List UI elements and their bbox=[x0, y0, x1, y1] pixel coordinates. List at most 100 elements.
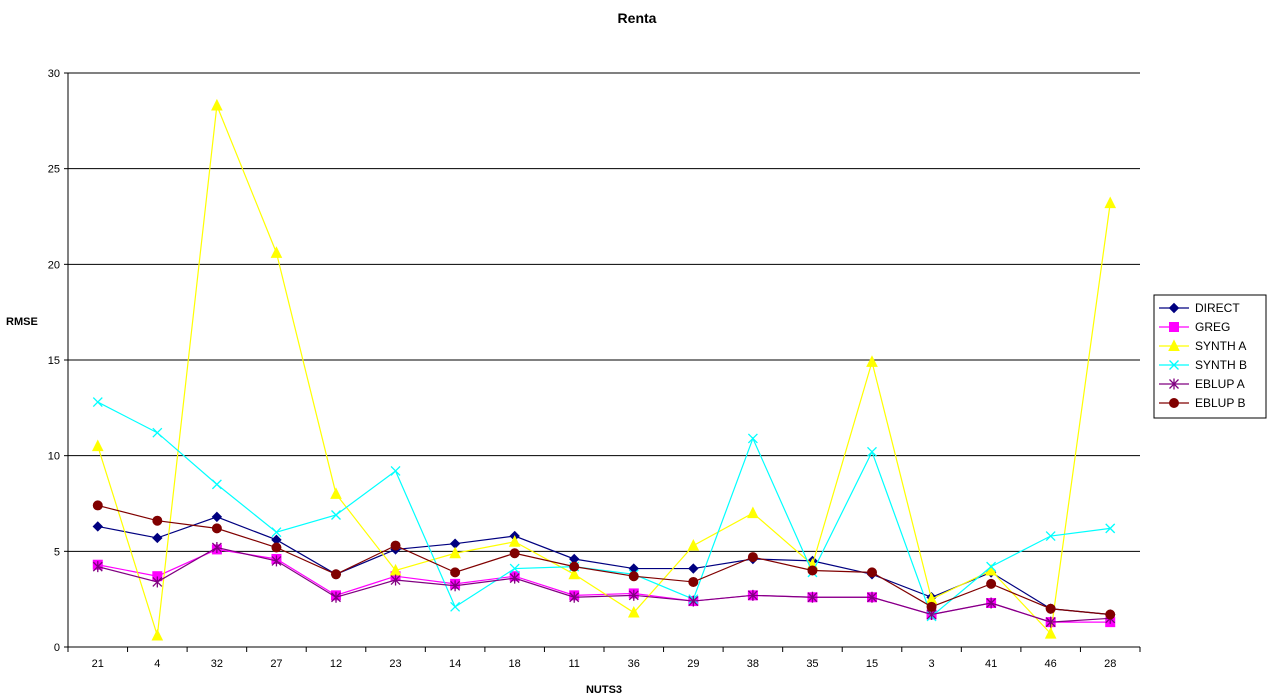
x-tick-label: 35 bbox=[806, 658, 818, 670]
data-point bbox=[450, 580, 461, 592]
data-point bbox=[747, 589, 758, 601]
legend-item: SYNTH B bbox=[1159, 358, 1247, 372]
x-tick-label: 3 bbox=[928, 658, 934, 670]
data-point bbox=[688, 595, 699, 607]
marker-stroke bbox=[1105, 523, 1116, 534]
x-tick-label: 32 bbox=[211, 658, 223, 670]
data-point bbox=[867, 591, 877, 603]
legend-marker bbox=[1168, 339, 1180, 351]
legend-item: EBLUP A bbox=[1159, 377, 1245, 391]
data-point bbox=[331, 569, 341, 580]
chart-title: Renta bbox=[618, 10, 657, 26]
data-point bbox=[330, 487, 342, 499]
y-axis: 0 5 10 15 20 25 30 bbox=[48, 68, 68, 654]
x-tick-label: 41 bbox=[985, 658, 997, 670]
y-tick-label: 10 bbox=[48, 451, 60, 463]
data-point bbox=[270, 246, 283, 258]
series-group bbox=[91, 98, 1117, 641]
x-tick-label: 4 bbox=[154, 658, 160, 670]
marker-stroke bbox=[271, 527, 282, 538]
x-tick-label: 18 bbox=[509, 658, 521, 670]
y-tick-label: 25 bbox=[48, 164, 60, 176]
series-line bbox=[97, 546, 1111, 623]
x-tick-label: 46 bbox=[1045, 658, 1057, 670]
data-point bbox=[747, 506, 759, 519]
series-line bbox=[97, 105, 1111, 636]
y-tick-label: 20 bbox=[48, 259, 60, 271]
data-point bbox=[390, 466, 401, 476]
data-point bbox=[1045, 616, 1056, 628]
data-point bbox=[687, 538, 700, 551]
data-point bbox=[509, 563, 520, 574]
data-point bbox=[450, 601, 461, 612]
x-tick-label: 36 bbox=[628, 658, 640, 670]
series-line bbox=[97, 401, 1111, 618]
legend-label: EBLUP B bbox=[1195, 396, 1245, 410]
data-point bbox=[211, 511, 223, 523]
data-point bbox=[747, 552, 758, 563]
gridlines bbox=[68, 72, 1140, 552]
marker-stroke bbox=[867, 446, 877, 457]
x-tick-label: 38 bbox=[747, 658, 759, 670]
data-point bbox=[1045, 531, 1056, 541]
marker-stroke bbox=[509, 563, 520, 574]
data-point bbox=[331, 510, 341, 520]
x-tick-label: 23 bbox=[389, 658, 401, 670]
y-axis-label: RMSE bbox=[6, 316, 38, 328]
data-point bbox=[807, 565, 818, 576]
legend-item: GREG bbox=[1159, 320, 1230, 334]
legend-label: GREG bbox=[1195, 320, 1230, 334]
data-point bbox=[1105, 609, 1116, 620]
data-point bbox=[568, 567, 581, 580]
data-point bbox=[628, 571, 639, 582]
data-point bbox=[509, 572, 520, 584]
data-point bbox=[449, 546, 461, 559]
data-point bbox=[271, 527, 282, 538]
x-tick-label: 27 bbox=[270, 658, 282, 670]
y-tick-label: 0 bbox=[54, 642, 60, 654]
series-eblup-a bbox=[92, 542, 1116, 628]
data-point bbox=[926, 601, 937, 612]
data-point bbox=[450, 567, 461, 578]
data-point bbox=[807, 591, 818, 603]
data-point bbox=[1104, 196, 1117, 209]
data-point bbox=[211, 542, 222, 554]
data-point bbox=[92, 500, 103, 511]
data-point bbox=[211, 479, 222, 490]
legend-box bbox=[1153, 294, 1267, 419]
data-point bbox=[152, 532, 163, 544]
marker-stroke bbox=[92, 397, 103, 408]
legend-marker bbox=[1168, 302, 1180, 314]
legend-item: EBLUP B bbox=[1159, 396, 1245, 410]
data-point bbox=[867, 567, 877, 578]
legend-label: EBLUP A bbox=[1195, 377, 1245, 391]
x-tick-label: 15 bbox=[866, 658, 878, 670]
x-axis: 21 4 32 27 12 23 14 18 11 36 29 38 35 15 3 41 46 28 bbox=[67, 647, 1141, 670]
data-point bbox=[92, 521, 103, 532]
data-point bbox=[91, 439, 104, 452]
legend-marker bbox=[1169, 360, 1179, 370]
x-tick-label: 14 bbox=[449, 658, 461, 670]
data-point bbox=[569, 591, 580, 603]
data-point bbox=[986, 578, 997, 589]
legend-item: DIRECT bbox=[1159, 301, 1240, 315]
data-point bbox=[747, 433, 758, 444]
series-synth-a bbox=[91, 98, 1117, 641]
marker-stroke bbox=[152, 427, 163, 438]
data-point bbox=[151, 628, 164, 641]
marker-stroke bbox=[1045, 531, 1056, 541]
legend-marker bbox=[1169, 398, 1179, 408]
data-point bbox=[152, 576, 163, 588]
marker-stroke bbox=[1169, 360, 1179, 370]
x-axis-label: NUTS3 bbox=[586, 684, 622, 696]
data-point bbox=[509, 548, 520, 559]
x-tick-label: 21 bbox=[92, 658, 104, 670]
marker-stroke bbox=[331, 510, 341, 520]
marker-stroke bbox=[390, 466, 401, 476]
data-point bbox=[569, 561, 580, 572]
series-line bbox=[97, 516, 1111, 616]
data-point bbox=[986, 561, 997, 572]
legend-label: SYNTH A bbox=[1195, 339, 1246, 353]
legend-label: SYNTH B bbox=[1195, 358, 1247, 372]
